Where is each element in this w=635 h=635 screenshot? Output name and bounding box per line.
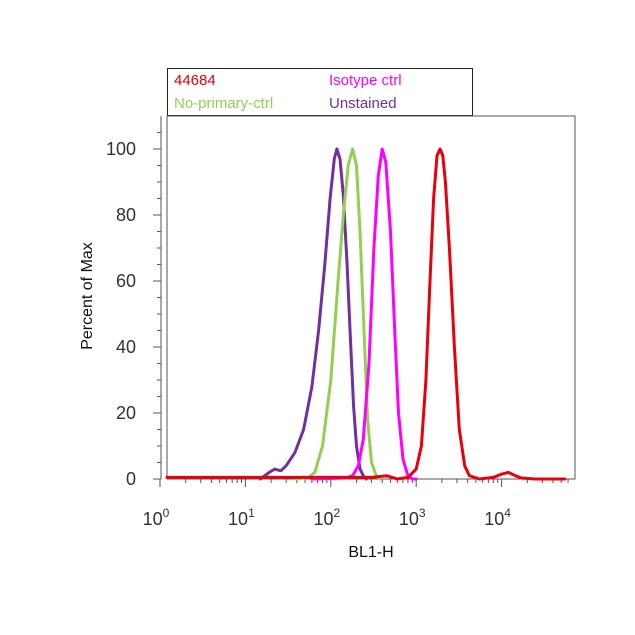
y-axis-title: Percent of Max (79, 242, 96, 350)
y-tick-label: 80 (116, 205, 136, 225)
y-tick-label: 40 (116, 337, 136, 357)
y-axis: 0 20 40 60 80 100 (106, 116, 162, 489)
legend-item-isotype-ctrl: Isotype ctrl (329, 72, 402, 89)
y-tick-label: 100 (106, 139, 136, 159)
series-line-unstained (258, 147, 368, 481)
series-line-44684 (165, 147, 567, 481)
x-tick-label: 103 (399, 506, 426, 529)
legend-item-no-primary-ctrl: No-primary-ctrl (174, 95, 274, 112)
x-tick-label: 101 (228, 506, 255, 529)
x-axis: 100 101 102 103 104 (143, 478, 575, 529)
y-tick-label: 0 (126, 469, 136, 489)
series-line-isotype-ctrl (310, 147, 418, 481)
y-tick-label: 20 (116, 403, 136, 423)
x-tick-label: 104 (484, 506, 511, 529)
x-axis-title: BL1-H (348, 544, 393, 561)
x-tick-label: 100 (143, 506, 170, 529)
x-tick-label: 102 (313, 506, 340, 529)
legend-item-44684: 44684 (174, 72, 216, 89)
legend-item-unstained: Unstained (329, 95, 397, 112)
legend: 44684 Isotype ctrl No-primary-ctrl Unsta… (167, 68, 473, 116)
series-line-no-primary-ctrl (295, 147, 382, 481)
y-tick-label: 60 (116, 271, 136, 291)
